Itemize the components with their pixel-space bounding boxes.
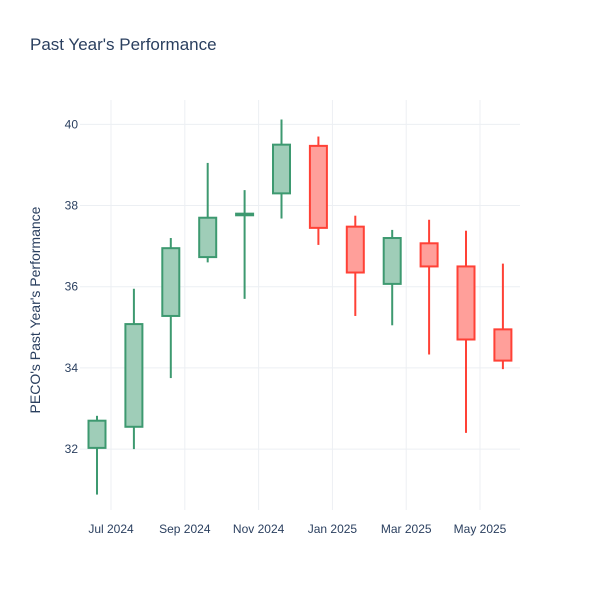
candle <box>419 219 439 355</box>
y-axis-label: PECO's Past Year's Performance <box>27 206 43 413</box>
candle-body <box>124 323 144 428</box>
candle-body <box>308 144 328 229</box>
y-tick-label: 32 <box>65 442 79 456</box>
candle <box>382 229 402 326</box>
chart-title: Past Year's Performance <box>30 35 217 54</box>
candle-body <box>272 143 291 195</box>
candle <box>493 263 513 370</box>
x-tick-label: Mar 2025 <box>381 522 432 536</box>
x-tick-label: Jul 2024 <box>88 522 134 536</box>
grid-layer <box>80 100 520 510</box>
candle <box>87 415 107 495</box>
candle-body <box>161 247 181 317</box>
candle <box>235 190 255 299</box>
candle-body <box>493 328 513 362</box>
candle <box>161 238 181 379</box>
candle <box>272 119 291 219</box>
candle-body <box>419 242 439 268</box>
candle <box>124 288 144 450</box>
candle-body <box>87 419 107 449</box>
candle-layer <box>87 119 513 495</box>
y-tick-label: 34 <box>65 361 79 375</box>
candle-body <box>456 265 476 341</box>
axis-layer: 32 34 36 38 40 Jul 2024 Sep 2024 Nov 2024 Jan 20… <box>65 117 507 536</box>
candle-body <box>345 225 365 274</box>
candle <box>345 215 365 316</box>
x-tick-label: Jan 2025 <box>308 522 358 536</box>
candle-body <box>382 237 402 285</box>
candle <box>456 230 476 433</box>
candle <box>308 136 328 245</box>
candle-body <box>198 216 218 259</box>
y-tick-label: 36 <box>65 280 79 294</box>
y-tick-label: 40 <box>65 117 79 131</box>
x-tick-label: May 2025 <box>454 522 507 536</box>
candle <box>198 162 218 263</box>
x-tick-label: Nov 2024 <box>233 522 285 536</box>
y-tick-label: 38 <box>65 199 79 213</box>
x-tick-label: Sep 2024 <box>159 522 211 536</box>
candle-body <box>235 212 255 217</box>
